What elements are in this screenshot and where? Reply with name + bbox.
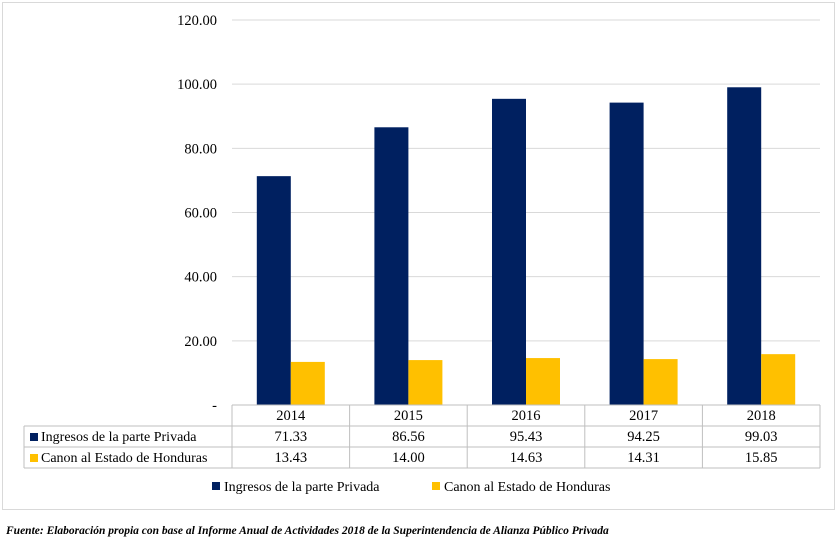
bar-ingresos (609, 102, 644, 405)
bar-canon (290, 361, 325, 405)
data-label: 94.25 (627, 429, 660, 445)
source-note: Fuente: Elaboración propia con base al I… (6, 525, 609, 537)
data-label: 14.63 (510, 450, 543, 466)
y-tick-label: 60.00 (184, 206, 217, 222)
y-tick-label: 120.00 (177, 13, 217, 29)
bar-canon (643, 359, 678, 405)
data-label: 95.43 (510, 429, 543, 445)
x-tick-label: 2014 (276, 408, 306, 424)
data-label: 86.56 (392, 429, 425, 445)
bar-ingresos (374, 127, 409, 405)
chart-frame (2, 2, 835, 510)
table-series-label: Canon al Estado de Honduras (41, 451, 207, 466)
legend-swatch (432, 482, 440, 490)
data-label: 15.85 (745, 450, 778, 466)
table-legend-key (30, 433, 38, 441)
data-label: 13.43 (274, 450, 307, 466)
table-legend-key (30, 454, 38, 462)
bar-canon (526, 358, 560, 405)
data-label: 14.31 (627, 450, 660, 466)
y-tick-label: 80.00 (184, 141, 217, 157)
bar-ingresos (256, 176, 291, 405)
data-label: 99.03 (745, 429, 778, 445)
bar-canon (761, 354, 796, 405)
bar-chart: - 20.00 40.00 60.00 80.00 100.00 120.00 2014 201… (23, 13, 821, 495)
x-tick-label: 2016 (512, 408, 541, 424)
bar-ingresos (492, 98, 526, 406)
legend-item: Ingresos de la parte Privada (224, 480, 380, 495)
data-label: 14.00 (392, 450, 425, 466)
y-tick-label: - (212, 398, 217, 414)
legend-item: Canon al Estado de Honduras (444, 480, 610, 495)
bar-ingresos (727, 87, 762, 405)
legend-swatch (212, 482, 220, 490)
x-tick-label: 2017 (629, 408, 658, 424)
x-tick-label: 2018 (747, 408, 776, 424)
y-tick-label: 20.00 (184, 334, 217, 350)
table-series-label: Ingresos de la parte Privada (41, 430, 197, 445)
x-tick-label: 2015 (394, 408, 423, 424)
y-tick-label: 100.00 (177, 77, 217, 93)
data-label: 71.33 (274, 429, 307, 445)
bar-canon (408, 360, 443, 405)
y-tick-label: 40.00 (184, 270, 217, 286)
